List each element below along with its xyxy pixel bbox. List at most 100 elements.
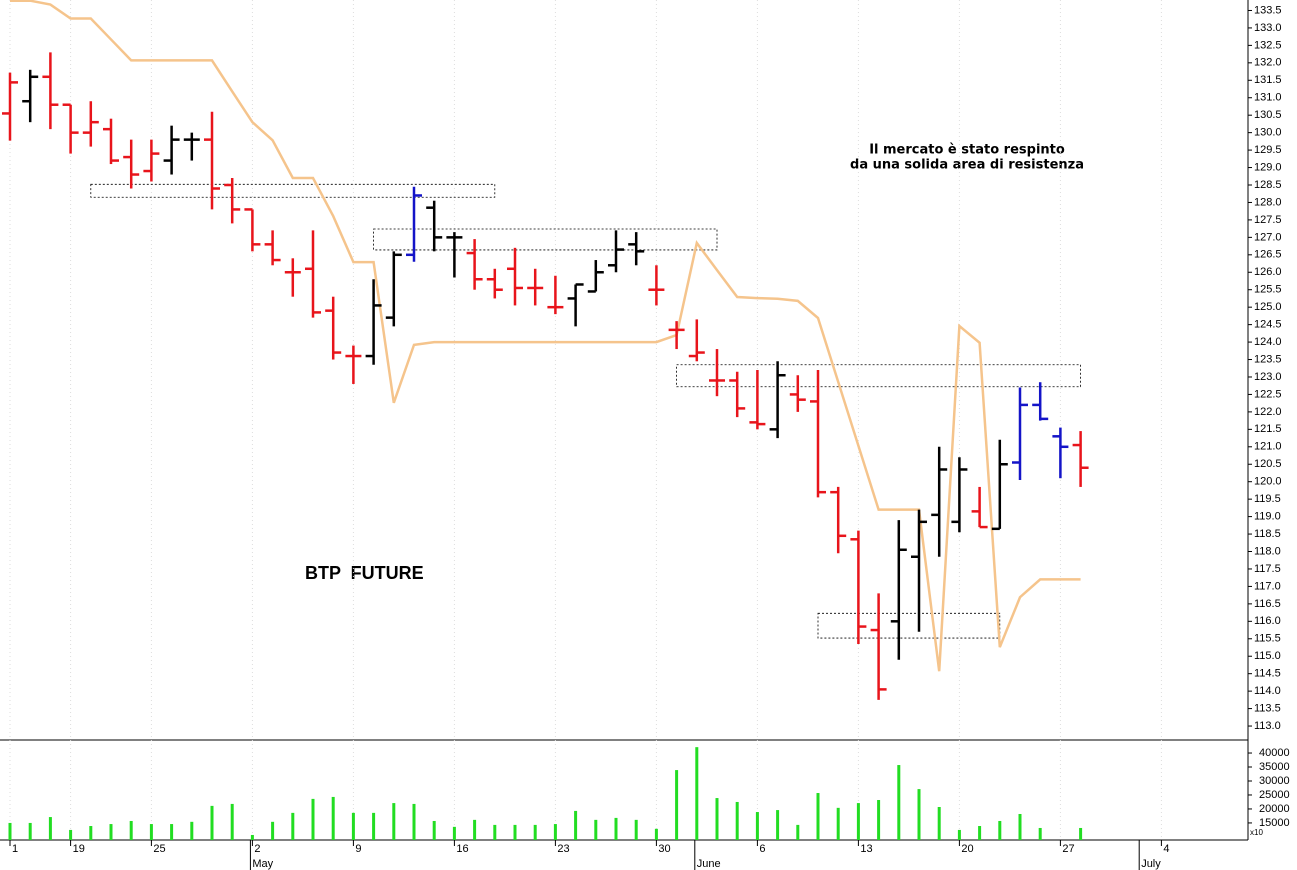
y-tick-label: 114.5 [1254,668,1281,680]
y-tick-label: 119.5 [1254,493,1281,505]
y-tick-label: 127.5 [1254,214,1282,226]
y-tick-label: 114.0 [1254,685,1281,697]
x-tick-label: 30 [658,843,670,855]
volume-bar [351,812,355,840]
y-tick-label: 128.5 [1254,179,1282,191]
y-tick-label: 126.5 [1254,249,1282,261]
volume-bar [897,765,901,840]
volume-bar [412,803,416,840]
y-tick-label: 130.0 [1254,127,1282,139]
resistance-zone [817,612,1001,639]
y-tick-label: 129.0 [1254,161,1282,173]
y-tick-label: 131.5 [1254,74,1282,86]
y-tick-label: 113.5 [1254,702,1281,714]
y-tick-label: 122.0 [1254,406,1282,418]
volume-bar [1018,813,1022,840]
volume-bar [291,812,295,840]
x-tick-label: 6 [759,843,765,855]
x-tick-label: 16 [456,843,468,855]
volume-bar [877,800,881,840]
volume-bar [715,798,719,840]
volume-bar [937,807,941,840]
y-tick-label: 126.0 [1254,266,1282,278]
y-tick-label: 121.0 [1254,441,1282,453]
y-tick-label: 127.0 [1254,231,1282,243]
volume-bar [816,793,820,840]
volume-bar [1038,827,1042,840]
y-tick-label: 30000 [1259,775,1290,787]
y-tick-label: 113.0 [1254,720,1281,732]
volume-bar [755,812,759,840]
volume-bar [634,819,638,840]
y-tick-label: 120.5 [1254,458,1282,470]
annotation: da una solida area di resistenza [850,158,1084,173]
resistance-zone [676,364,1081,388]
volume-bar [230,803,234,840]
volume-bar [735,801,739,840]
y-tick-label: 125.0 [1254,301,1282,313]
volume-bar [129,820,133,840]
volume-bar [1079,827,1083,840]
volume-bar [998,820,1002,840]
y-tick-label: 124.5 [1254,319,1282,331]
volume-bar [210,805,214,840]
y-tick-label: 119.0 [1254,511,1281,523]
y-tick-label: 131.0 [1254,92,1282,104]
y-tick-label: 132.0 [1254,57,1282,69]
y-tick-label: 25000 [1259,789,1290,801]
volume-bar [776,810,780,840]
y-tick-label: 15000 [1259,817,1290,829]
volume-bar [553,824,557,840]
volume-bar [654,828,658,840]
y-tick-label: 40000 [1259,747,1290,759]
y-tick-label: 128.0 [1254,196,1282,208]
month-label: July [1141,858,1161,870]
volume-bar [533,824,537,840]
y-tick-label: 120.0 [1254,476,1282,488]
volume-bar [594,819,598,840]
volume-bar [28,822,32,840]
volume-bar [149,824,153,840]
volume-bar [796,824,800,840]
y-tick-label: 35000 [1259,761,1290,773]
volume-bar [695,747,699,840]
volume-bar [190,821,194,840]
volume-bar [170,824,174,840]
volume-bar [48,817,52,840]
y-tick-label: 117.0 [1254,580,1281,592]
chart-label: BTP FUTURE [305,563,424,583]
volume-bar [452,826,456,840]
annotation: Il mercato è stato respinto [869,143,1065,158]
y-tick-label: 133.0 [1254,22,1282,34]
y-tick-label: 124.0 [1254,336,1282,348]
volume-bar [109,824,113,840]
stop-line [10,0,1081,672]
x-tick-label: 20 [961,843,973,855]
y-tick-label: 122.5 [1254,388,1282,400]
y-tick-label: 117.5 [1254,563,1281,575]
resistance-zone [373,228,718,251]
volume-bar [978,826,982,840]
y-tick-label: 125.5 [1254,284,1282,296]
volume-bar [69,829,73,840]
volume-bar [856,803,860,840]
y-tick-label: 129.5 [1254,144,1282,156]
volume-bar [8,822,12,840]
x-tick-label: 1 [12,843,18,855]
volume-bar [250,834,254,840]
resistance-zone [90,183,496,198]
y-tick-label: 20000 [1259,803,1290,815]
volume-bar [432,820,436,840]
volume-bar [89,826,93,840]
volume-bar [614,817,618,840]
volume-bar [513,824,517,840]
y-tick-label: 130.5 [1254,109,1282,121]
y-tick-label: 118.0 [1254,545,1281,557]
y-tick-label: 133.5 [1254,4,1282,16]
y-tick-label: 116.5 [1254,598,1281,610]
unit-label: x10 [1250,828,1263,837]
volume-bar [331,796,335,840]
volume-bar [957,829,961,840]
